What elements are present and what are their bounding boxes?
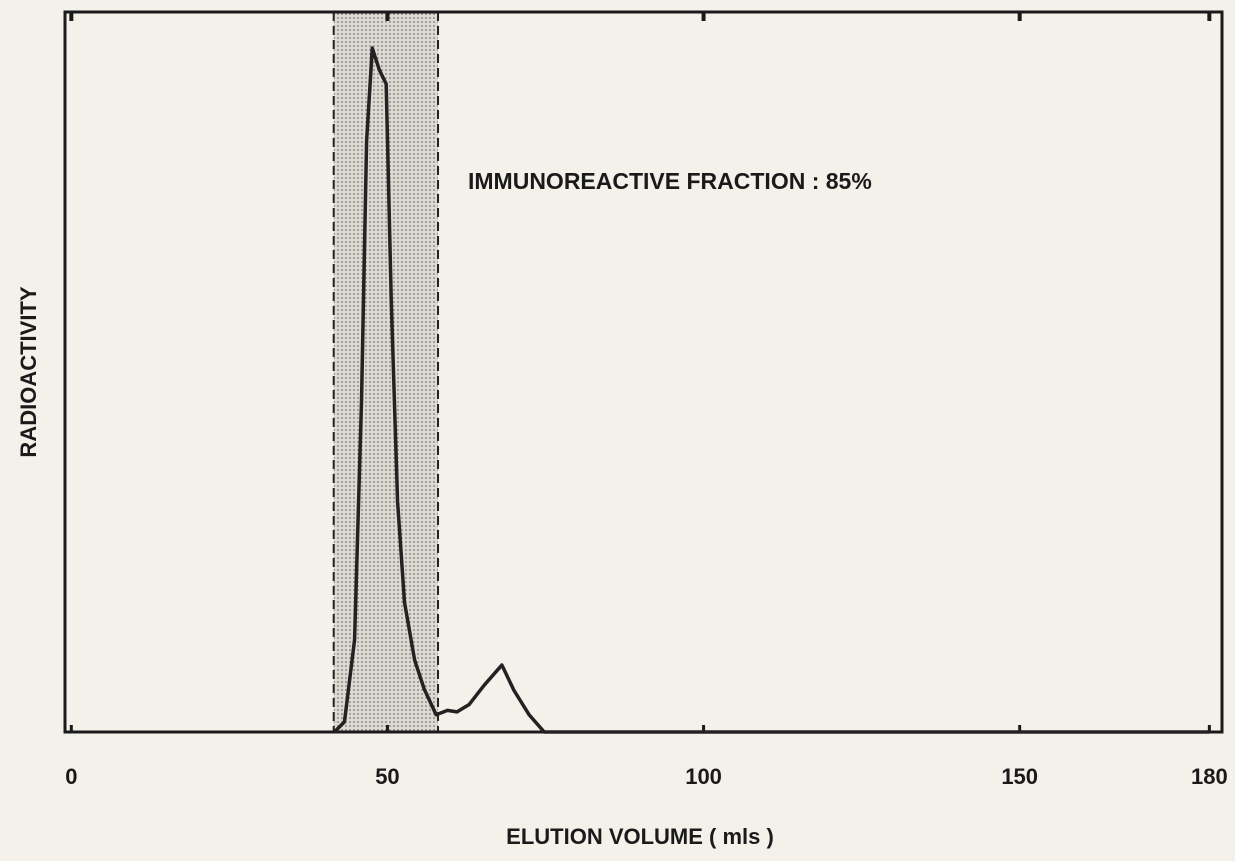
- x-tick-label: 0: [65, 764, 77, 789]
- y-axis-label: RADIOACTIVITY: [16, 286, 41, 457]
- x-tick-label: 50: [375, 764, 399, 789]
- annotation: IMMUNOREACTIVE FRACTION : 85%: [468, 168, 872, 194]
- x-tick-label: 100: [685, 764, 722, 789]
- x-axis-label: ELUTION VOLUME ( mls ): [506, 824, 774, 849]
- line: [333, 46, 1210, 734]
- x-tick-label: 180: [1191, 764, 1228, 789]
- x-tick-label: 150: [1001, 764, 1038, 789]
